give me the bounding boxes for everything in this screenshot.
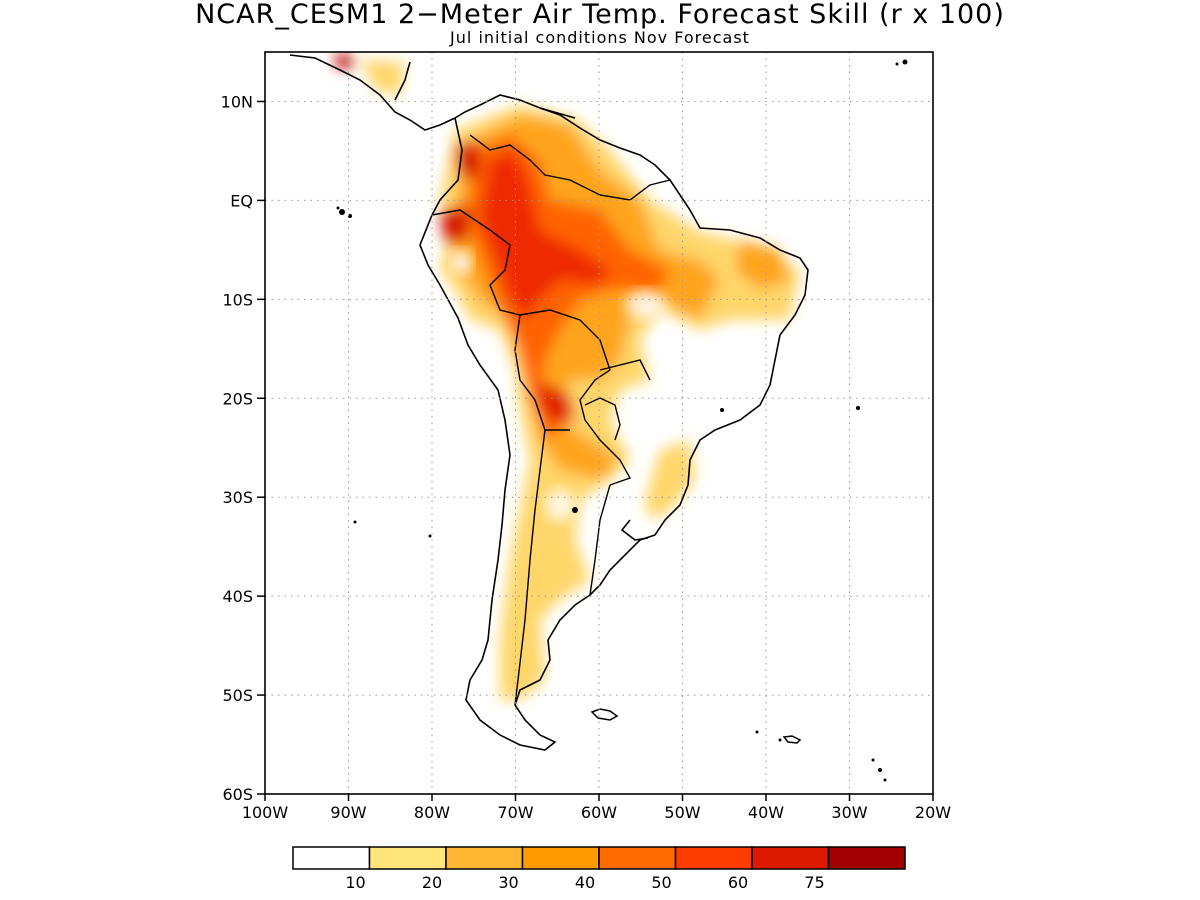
skill-shading — [335, 54, 800, 700]
colorbar-swatch — [598, 846, 677, 870]
colorbar: 10 20 30 40 50 60 75 — [292, 846, 906, 892]
colorbar-label: 60 — [728, 873, 748, 892]
colorbar-label: 40 — [575, 873, 595, 892]
lon-tick-label: 70W — [497, 803, 533, 822]
lon-tick-label: 50W — [664, 803, 700, 822]
colorbar-swatch — [751, 846, 830, 870]
country-borders — [431, 134, 671, 706]
map-subtitle: Jul initial conditions Nov Forecast — [450, 28, 750, 47]
colorbar-swatch — [292, 846, 371, 870]
lat-tick-label: 30S — [222, 488, 253, 507]
colorbar-swatch — [521, 846, 600, 870]
colorbar-swatch — [827, 846, 906, 870]
colorbar-label: 20 — [422, 873, 442, 892]
lat-tick-label: 60S — [222, 785, 253, 804]
lat-tick-label: 10N — [221, 92, 253, 111]
colorbar-swatch — [368, 846, 447, 870]
map-title: NCAR_CESM1 2−Meter Air Temp. Forecast Sk… — [195, 0, 1005, 30]
lat-tick-label: 40S — [222, 587, 253, 606]
colorbar-swatch — [445, 846, 524, 870]
lat-tick-label: 20S — [222, 389, 253, 408]
colorbar-label: 50 — [651, 873, 671, 892]
lon-tick-label: 20W — [915, 803, 951, 822]
gridlines — [265, 52, 933, 794]
lon-tick-label: 60W — [581, 803, 617, 822]
lon-tick-label: 100W — [242, 803, 289, 822]
islands — [336, 59, 908, 782]
colorbar-label: 30 — [498, 873, 518, 892]
colorbar-label: 75 — [804, 873, 824, 892]
colorbar-label: 10 — [345, 873, 365, 892]
lon-tick-label: 90W — [330, 803, 366, 822]
colorbar-swatch — [674, 846, 753, 870]
lat-tick-label: 10S — [222, 290, 253, 309]
coastlines — [289, 54, 809, 751]
lon-tick-label: 40W — [748, 803, 784, 822]
lat-tick-label: 50S — [222, 686, 253, 705]
lon-tick-label: 30W — [831, 803, 867, 822]
lat-tick-label: EQ — [230, 191, 253, 210]
lon-tick-label: 80W — [414, 803, 450, 822]
falklands — [590, 708, 802, 744]
map-frame — [264, 51, 934, 795]
